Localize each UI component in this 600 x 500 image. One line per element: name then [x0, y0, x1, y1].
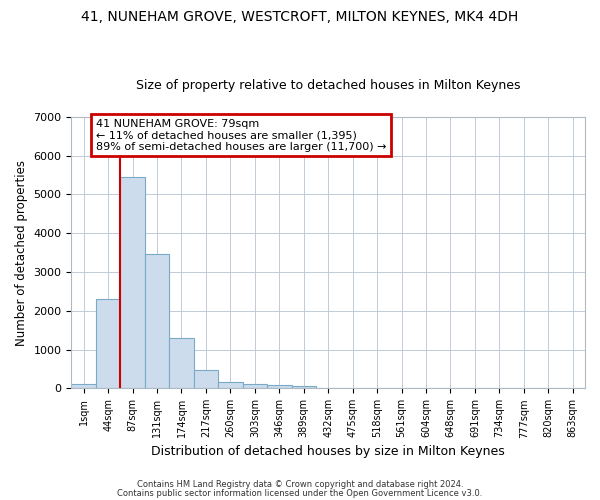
Bar [121, 177, 145, 388]
Title: Size of property relative to detached houses in Milton Keynes: Size of property relative to detached ho… [136, 79, 520, 92]
Text: Contains public sector information licensed under the Open Government Licence v3: Contains public sector information licen… [118, 488, 482, 498]
Bar [145, 254, 169, 388]
Bar [242, 384, 267, 388]
Text: 41, NUNEHAM GROVE, WESTCROFT, MILTON KEYNES, MK4 4DH: 41, NUNEHAM GROVE, WESTCROFT, MILTON KEY… [82, 10, 518, 24]
Text: 41 NUNEHAM GROVE: 79sqm
← 11% of detached houses are smaller (1,395)
89% of semi: 41 NUNEHAM GROVE: 79sqm ← 11% of detache… [96, 118, 386, 152]
Bar [169, 338, 194, 388]
Bar [218, 382, 242, 388]
X-axis label: Distribution of detached houses by size in Milton Keynes: Distribution of detached houses by size … [151, 444, 505, 458]
Bar [71, 384, 96, 388]
Bar [267, 386, 292, 388]
Bar [292, 386, 316, 388]
Bar [96, 299, 121, 388]
Y-axis label: Number of detached properties: Number of detached properties [15, 160, 28, 346]
Text: Contains HM Land Registry data © Crown copyright and database right 2024.: Contains HM Land Registry data © Crown c… [137, 480, 463, 489]
Bar [194, 370, 218, 388]
